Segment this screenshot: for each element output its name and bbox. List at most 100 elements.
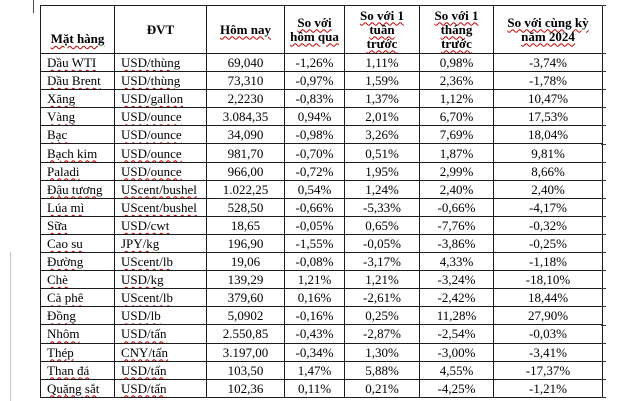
table-row: Chè USD/kg 139,29 1,21% 1,21% -3,24% -18,10% — [40, 270, 603, 290]
cell-vs_yesterday: 0,94% — [284, 107, 345, 127]
cell-today: 3.084,35 — [206, 107, 285, 127]
cell-value: -1,26% — [295, 55, 334, 71]
col-header-vs_2024: So với cùng kỳ năm 2024 — [493, 5, 603, 54]
cell-vs_2024: -1,21% — [493, 378, 603, 398]
cell-name: Đồng — [40, 306, 115, 326]
cell-value: 0,21% — [365, 380, 399, 396]
cell-unit: USD/ounce — [114, 143, 207, 163]
cell-vs_month: -7,76% — [419, 215, 494, 235]
cell-value: -0,34% — [295, 344, 334, 360]
row-line-tick — [601, 71, 606, 73]
cell-value: 19,06 — [230, 254, 261, 270]
commodity-name: Cà phê — [47, 290, 84, 306]
commodity-name: Than đá — [47, 362, 90, 378]
cell-value: -0,05% — [363, 235, 401, 251]
header-row: Mặt hàng ĐVT Hôm nay So với hôm qua So với 1… — [40, 5, 603, 54]
cell-value: 69,040 — [227, 55, 264, 71]
cell-today: 18,65 — [206, 215, 285, 235]
cell-value: 1,12% — [439, 91, 474, 107]
row-line-tick — [601, 342, 606, 344]
cell-vs_month: 0,98% — [419, 52, 494, 73]
cell-vs_2024: -1,18% — [493, 252, 603, 272]
cell-value: 2,36% — [439, 73, 474, 89]
cell-vs_month: 6,70% — [419, 107, 494, 127]
cell-vs_yesterday: -1,55% — [284, 233, 345, 254]
cell-value: 4,33% — [439, 254, 474, 270]
cell-value: 1,21% — [297, 272, 332, 288]
cell-value: UScent/bushel — [121, 181, 197, 197]
cell-value: 1,59% — [365, 73, 399, 89]
cell-value: USD/thùng — [121, 73, 181, 89]
commodity-name: Cao su — [47, 235, 83, 251]
cell-name: Lúa mì — [40, 197, 115, 217]
cell-today: 103,50 — [206, 360, 285, 380]
cell-value: -2,87% — [363, 326, 401, 342]
cell-vs_yesterday: -0,83% — [284, 89, 345, 109]
cell-value: UScent/lb — [121, 290, 173, 306]
cell-today: 3.197,00 — [206, 342, 285, 362]
cell-value: UScent/lb — [121, 254, 173, 270]
commodity-name: Quặng sắt — [47, 380, 100, 396]
row-line-tick — [601, 179, 606, 181]
col-header-vs_month: So với 1 tháng trước — [419, 5, 494, 54]
cell-vs_2024: -3,74% — [493, 52, 603, 73]
cell-today: 966,00 — [206, 161, 285, 181]
cell-vs_yesterday: -0,72% — [284, 161, 345, 181]
cell-value: -0,98% — [295, 127, 334, 143]
row-line-tick — [601, 396, 606, 398]
cell-value: 1,24% — [365, 181, 399, 197]
commodity-name: Vàng — [47, 109, 76, 125]
cell-name: Quặng sắt — [40, 378, 115, 398]
cell-today: 1.022,25 — [206, 179, 285, 199]
cell-vs_month: 2,99% — [419, 161, 494, 181]
cell-value: 8,66% — [531, 163, 565, 179]
commodity-name: Thép — [47, 344, 74, 360]
cell-value: USD/cwt — [121, 217, 170, 233]
cell-name: Nhôm — [40, 324, 115, 344]
cell-value: 103,50 — [227, 362, 264, 378]
cell-today: 69,040 — [206, 52, 285, 73]
commodity-name: Xăng — [47, 91, 76, 107]
cropped-outer-border-top — [33, 0, 34, 13]
cell-value: 2.550,85 — [222, 326, 269, 342]
cell-value: -3,86% — [437, 235, 476, 251]
cell-name: Cao su — [40, 233, 115, 254]
col-header-vs_yesterday: So với hôm qua — [284, 5, 345, 54]
row-line-tick — [601, 161, 606, 163]
cell-value: -0,25% — [529, 235, 567, 251]
cell-unit: USD/lb — [114, 306, 207, 326]
cell-value: USD/tấn — [121, 380, 167, 396]
cell-value: USD/tấn — [121, 362, 167, 378]
cell-vs_yesterday: -0,98% — [284, 125, 345, 145]
table-row: Nhôm USD/tấn 2.550,85 -0,43% -2,87% -2,54% -0,… — [40, 324, 603, 344]
cell-value: 966,00 — [227, 163, 264, 179]
cell-vs_week: 1,21% — [344, 270, 420, 290]
cell-value: -0,72% — [295, 163, 334, 179]
cell-value: -1,21% — [529, 380, 567, 396]
cell-value: 1,11% — [365, 55, 399, 71]
cell-today: 2,2230 — [206, 89, 285, 109]
cell-vs_2024: 18,44% — [493, 288, 603, 308]
cell-value: USD/gallon — [121, 91, 184, 107]
cell-name: Cà phê — [40, 288, 115, 308]
cell-value: UScent/bushel — [121, 199, 197, 215]
cell-vs_month: -3,86% — [419, 233, 494, 254]
cell-vs_yesterday: 1,21% — [284, 270, 345, 290]
cell-name: Sữa — [40, 215, 115, 235]
cell-value: 2,01% — [365, 109, 399, 125]
table-row: Bạc USD/ounce 34,090 -0,98% 3,26% 7,69% 18,04% — [40, 125, 603, 145]
cell-value: -0,66% — [295, 199, 334, 215]
cell-vs_yesterday: -0,43% — [284, 324, 345, 344]
row-line-tick — [601, 252, 606, 254]
table-row: Dầu WTI USD/thùng 69,040 -1,26% 1,11% 0,98% -3… — [40, 52, 603, 73]
cell-vs_2024: -4,17% — [493, 197, 603, 217]
cell-value: -3,00% — [437, 344, 476, 360]
cell-value: 102,36 — [227, 380, 264, 396]
cell-vs_yesterday: -0,97% — [284, 71, 345, 91]
cell-unit: UScent/lb — [114, 252, 207, 272]
cell-today: 981,70 — [206, 143, 285, 163]
cell-value: USD/ounce — [121, 127, 182, 143]
cell-today: 2.550,85 — [206, 324, 285, 344]
cell-name: Than đá — [40, 360, 115, 380]
cell-vs_2024: -18,10% — [493, 270, 603, 290]
